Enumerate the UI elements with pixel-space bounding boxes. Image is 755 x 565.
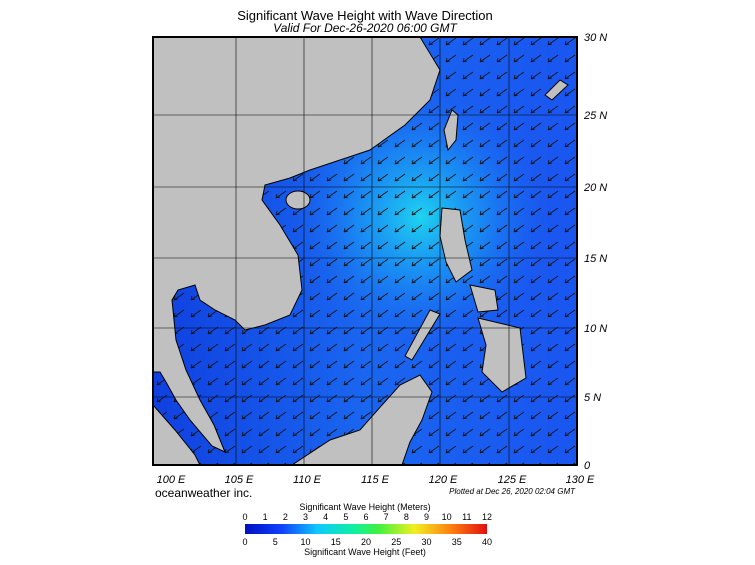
feet-tick: 5 [273,537,278,547]
lat-label: 25 N [583,110,607,122]
feet-tick: 35 [452,537,462,547]
credit: oceanweather inc. [155,486,252,500]
lat-label: 15 N [584,253,607,265]
meters-tick: 10 [442,512,452,522]
meters-tick: 0 [242,512,247,522]
meters-tick: 1 [263,512,268,522]
lon-label: 125 E [498,474,527,486]
meters-tick: 2 [283,512,288,522]
feet-tick: 10 [300,537,310,547]
graticule [153,37,577,465]
meters-tick: 8 [404,512,409,522]
map-frame [152,36,578,466]
lon-label: 130 E [566,474,595,486]
legend-feet-title: Significant Wave Height (Feet) [304,547,426,557]
feet-tick: 0 [242,537,247,547]
meters-tick: 6 [363,512,368,522]
feet-tick: 25 [391,537,401,547]
meters-tick: 12 [482,512,492,522]
feet-tick: 30 [421,537,431,547]
lon-label: 105 E [225,474,254,486]
feet-tick: 15 [331,537,341,547]
meters-tick: 3 [303,512,308,522]
lat-label: 5 N [584,392,601,404]
meters-tick: 5 [343,512,348,522]
lat-label: 20 N [583,182,607,194]
meters-tick: 7 [384,512,389,522]
lon-label: 115 E [361,474,390,486]
feet-tick: 40 [482,537,492,547]
meters-tick: 11 [462,512,471,522]
legend-meters-title: Significant Wave Height (Meters) [299,502,430,512]
lat-label: 30 N [584,32,607,44]
land [153,37,569,465]
map [153,37,577,465]
meters-tick: 9 [424,512,429,522]
lon-label: 110 E [293,474,322,486]
title: Significant Wave Height with Wave Direct… [237,8,493,23]
lat-label: 10 N [584,323,607,335]
lat-label: 0 [584,460,591,472]
plotted: Plotted at Dec 26, 2020 02:04 GMT [449,487,576,496]
feet-tick: 20 [361,537,371,547]
lon-label: 100 E [157,474,186,486]
meters-tick: 4 [323,512,328,522]
lon-label: 120 E [429,474,458,486]
colorbar [245,524,487,534]
subtitle: Valid For Dec-26-2020 06:00 GMT [273,21,458,35]
